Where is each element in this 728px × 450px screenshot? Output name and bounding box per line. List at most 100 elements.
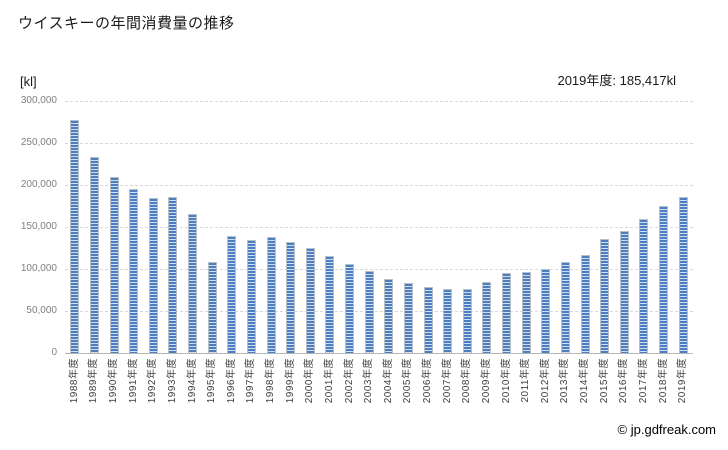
x-tick-slot: 2006年度: [418, 356, 438, 422]
bar-1989年度: [89, 157, 99, 353]
bar-slot: [85, 101, 105, 353]
bar-slot: [340, 101, 360, 353]
latest-value-annotation: 2019年度: 185,417kl: [557, 73, 676, 88]
bar-1993年度: [168, 196, 178, 353]
bar-slot: [222, 101, 242, 353]
bar-slot: [281, 101, 301, 353]
x-tick-label: 2018年度: [657, 358, 669, 404]
bar-slot: [595, 101, 615, 353]
gridline-250000: [65, 143, 693, 144]
x-tick-slot: 2019年度: [673, 356, 693, 422]
bar-1990年度: [109, 177, 119, 353]
x-tick-slot: 2013年度: [556, 356, 576, 422]
bar-1996年度: [227, 236, 237, 353]
x-tick-label: 1988年度: [68, 358, 80, 404]
bar-1998年度: [266, 237, 276, 353]
x-tick-label: 2015年度: [598, 358, 610, 404]
bar-2007年度: [443, 289, 453, 353]
bar-slot: [65, 101, 85, 353]
bar-slot: [575, 101, 595, 353]
x-tick-label: 1994年度: [186, 358, 198, 404]
bar-2008年度: [462, 289, 472, 353]
x-tick-label: 2013年度: [559, 358, 571, 404]
plot-area: [65, 101, 693, 354]
bar-2011年度: [521, 271, 531, 353]
bar-1999年度: [286, 242, 296, 353]
y-tick-label: 250,000: [20, 137, 57, 148]
x-tick-label: 1999年度: [284, 358, 296, 404]
bar-slot: [359, 101, 379, 353]
x-tick-label: 2016年度: [618, 358, 630, 404]
bar-2016年度: [619, 231, 629, 353]
x-tick-slot: 2007年度: [438, 356, 458, 422]
bar-slot: [634, 101, 654, 353]
bar-slot: [379, 101, 399, 353]
x-tick-slot: 2017年度: [634, 356, 654, 422]
x-tick-label: 2012年度: [539, 358, 551, 404]
bar-2002年度: [345, 263, 355, 353]
x-tick-label: 1998年度: [265, 358, 277, 404]
bar-1995年度: [207, 262, 217, 353]
y-tick-label: 150,000: [20, 221, 57, 232]
x-tick-slot: 2012年度: [536, 356, 556, 422]
x-tick-label: 1990年度: [108, 358, 120, 404]
x-tick-slot: 2016年度: [615, 356, 635, 422]
bar-2019年度: [678, 197, 688, 353]
x-tick-label: 2019年度: [677, 358, 689, 404]
bar-slot: [536, 101, 556, 353]
bar-slot: [124, 101, 144, 353]
x-tick-slot: 1998年度: [261, 356, 281, 422]
bar-2000年度: [305, 248, 315, 353]
x-tick-slot: 2000年度: [301, 356, 321, 422]
x-tick-label: 2011年度: [520, 358, 532, 403]
bars-row: [65, 101, 693, 353]
bar-2013年度: [560, 262, 570, 353]
y-tick-label: 300,000: [20, 95, 57, 106]
y-tick-label: 100,000: [20, 263, 57, 274]
x-tick-label: 1989年度: [88, 358, 100, 404]
x-tick-slot: 2004年度: [379, 356, 399, 422]
bar-2018年度: [659, 206, 669, 353]
bar-slot: [497, 101, 517, 353]
bar-slot: [516, 101, 536, 353]
x-tick-slot: 2011年度: [516, 356, 536, 422]
x-tick-label: 2004年度: [382, 358, 394, 404]
x-tick-label: 1993年度: [166, 358, 178, 404]
bar-slot: [261, 101, 281, 353]
x-tick-slot: 1997年度: [242, 356, 262, 422]
y-tick-label: 50,000: [26, 305, 57, 316]
x-tick-slot: 2001年度: [320, 356, 340, 422]
x-tick-slot: 2003年度: [359, 356, 379, 422]
gridline-300000: [65, 101, 693, 102]
x-axis-tick-labels: 1988年度 1989年度 1990年度 1991年度 1992年度 1993年度 1994…: [65, 356, 693, 422]
x-tick-slot: 2018年度: [654, 356, 674, 422]
x-tick-label: 2003年度: [363, 358, 375, 404]
x-tick-label: 2014年度: [579, 358, 591, 404]
x-tick-slot: 2008年度: [458, 356, 478, 422]
chart-title: ウイスキーの年間消費量の推移: [18, 15, 235, 32]
bar-1994年度: [188, 214, 198, 353]
bar-2006年度: [423, 286, 433, 353]
x-tick-slot: 1991年度: [124, 356, 144, 422]
chart-header-row: [kl] 2019年度: 185,417kl: [20, 70, 676, 89]
gridline-200000: [65, 185, 693, 186]
bar-slot: [301, 101, 321, 353]
footer-credit: © jp.gdfreak.com: [617, 422, 716, 437]
bar-slot: [104, 101, 124, 353]
x-tick-slot: 1994年度: [183, 356, 203, 422]
x-tick-label: 2009年度: [480, 358, 492, 404]
gridline-50000: [65, 311, 693, 312]
bar-2015年度: [600, 238, 610, 353]
bar-2005年度: [403, 283, 413, 353]
x-tick-slot: 1992年度: [144, 356, 164, 422]
x-tick-label: 2008年度: [461, 358, 473, 404]
bar-slot: [477, 101, 497, 353]
x-tick-slot: 2015年度: [595, 356, 615, 422]
gridline-100000: [65, 269, 693, 270]
x-tick-slot: 2010年度: [497, 356, 517, 422]
x-tick-label: 2007年度: [441, 358, 453, 404]
bar-slot: [615, 101, 635, 353]
bar-slot: [242, 101, 262, 353]
x-tick-label: 1996年度: [225, 358, 237, 404]
